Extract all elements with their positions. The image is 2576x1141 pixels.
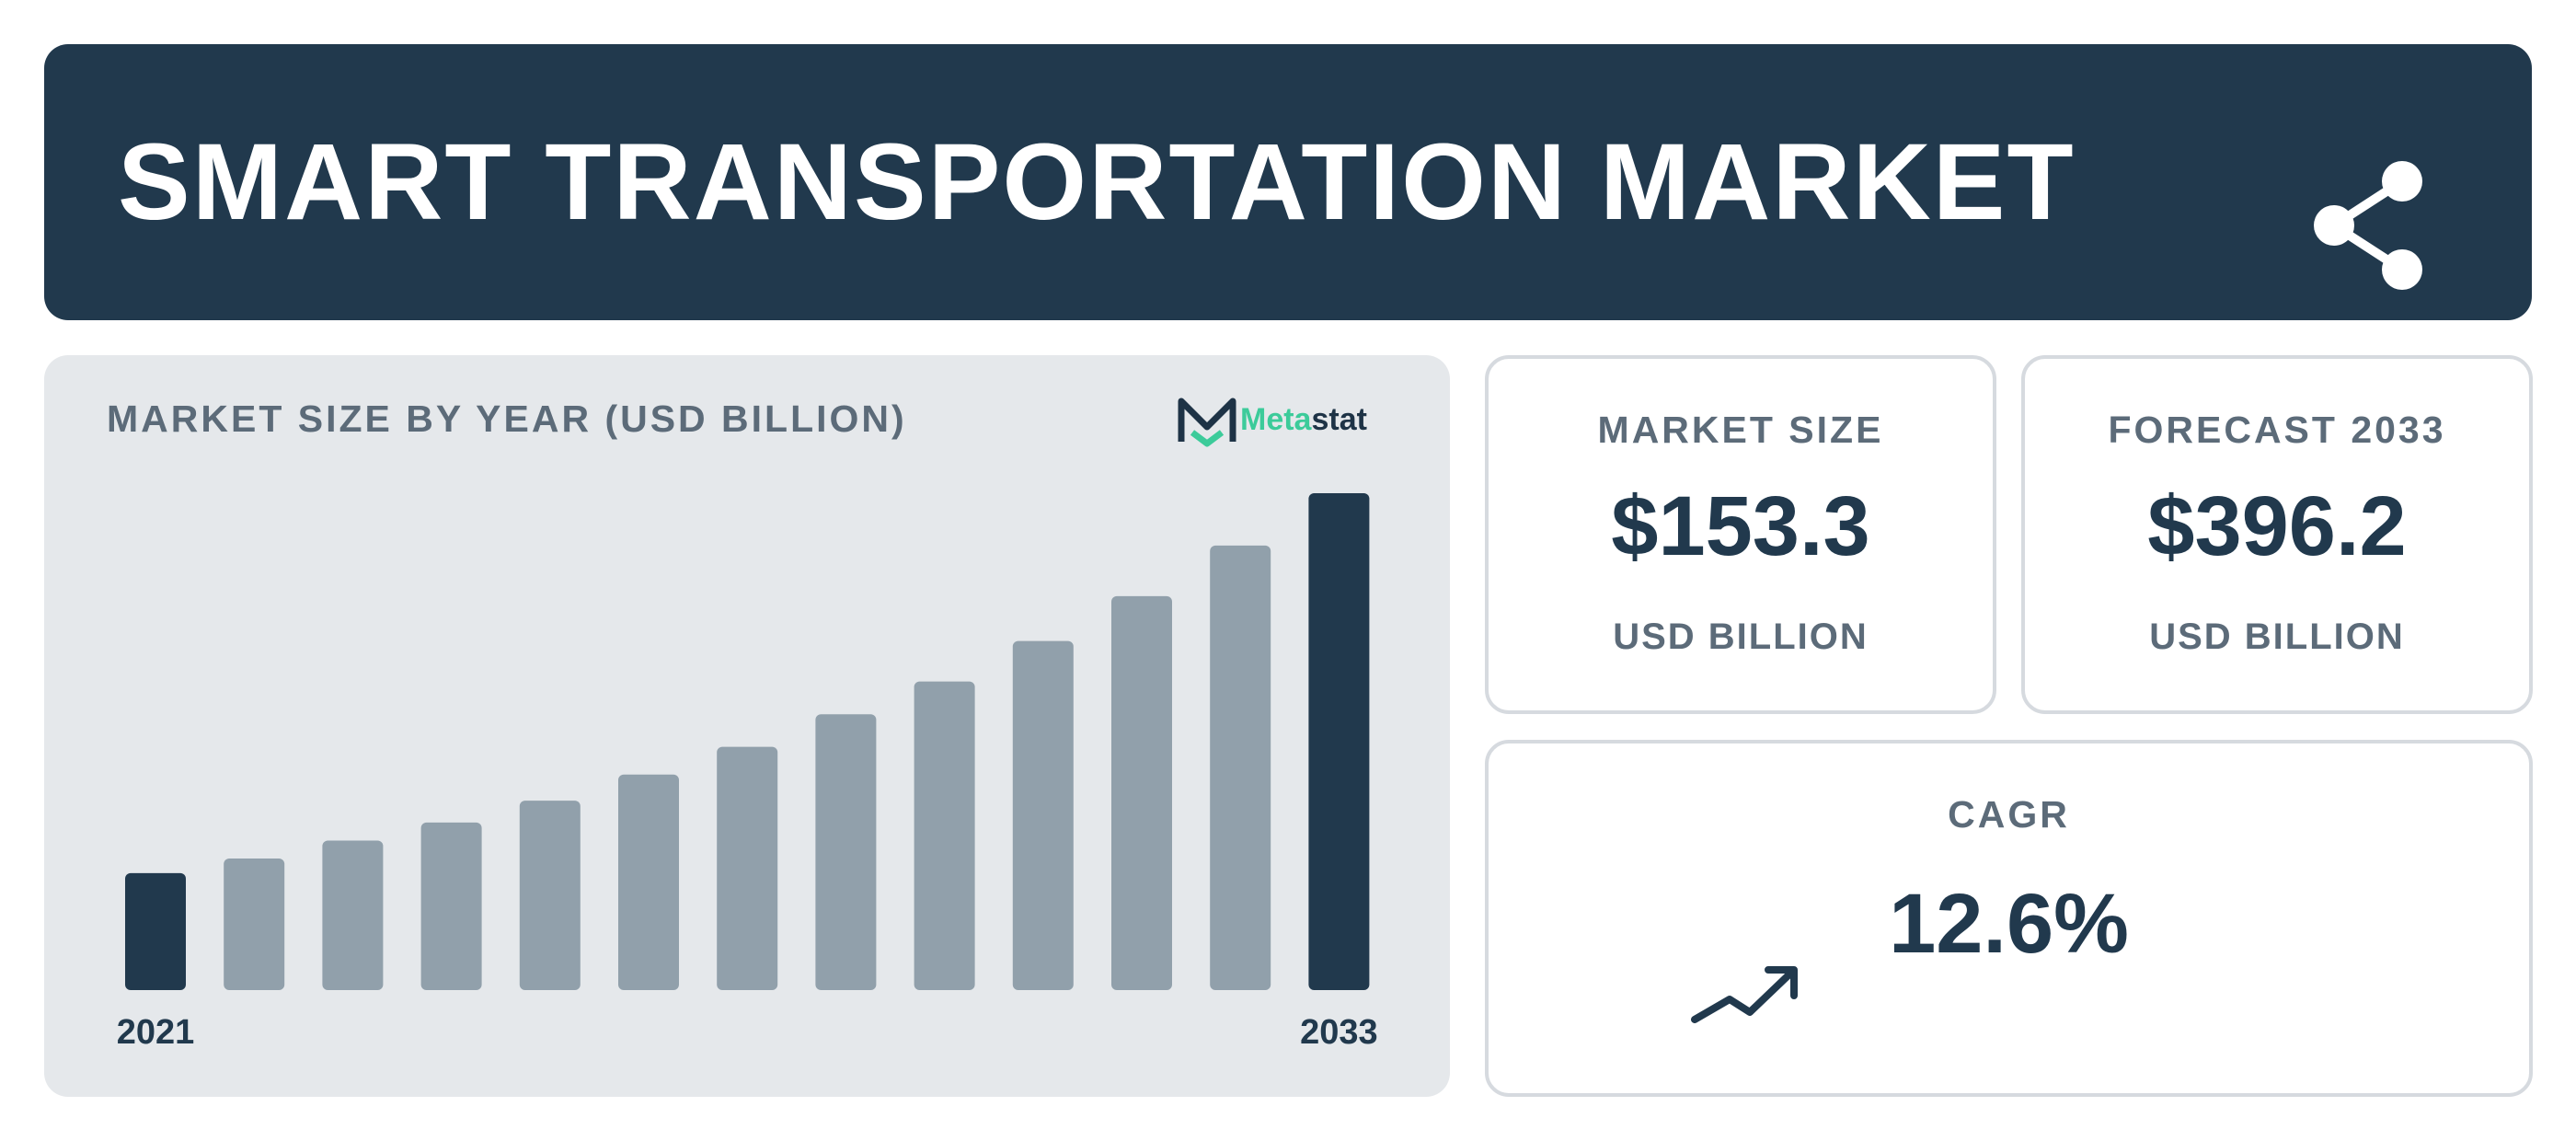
bar-2023 [322, 840, 384, 990]
forecast-card: FORECAST 2033 $396.2 USD BILLION [2021, 355, 2533, 714]
cagr-value: 12.6% [1889, 877, 2129, 971]
market-size-value: $153.3 [1611, 479, 1870, 573]
market-size-card: MARKET SIZE $153.3 USD BILLION [1485, 355, 1996, 714]
x-tick-label-2033: 2033 [1300, 1013, 1378, 1052]
bar-2022 [224, 858, 285, 990]
bar-chart: 2021 2033 [117, 493, 1378, 1052]
page-title: SMART TRANSPORTATION MARKET [118, 121, 2076, 243]
bar-2028 [815, 714, 877, 990]
metastat-logo-icon [1178, 398, 1236, 447]
cagr-label: CAGR [1948, 793, 2070, 836]
forecast-value: $396.2 [2147, 479, 2407, 573]
bar-2031 [1111, 595, 1172, 990]
bar-2032 [1210, 545, 1271, 990]
logo-wordmark: Metastat [1240, 402, 1367, 437]
market-size-label: MARKET SIZE [1597, 409, 1884, 451]
chart-title: MARKET SIZE BY YEAR (USD BILLION) [107, 398, 907, 440]
market-size-chart-panel: MARKET SIZE BY YEAR (USD BILLION) Metast… [44, 355, 1450, 1097]
bar-2030 [1012, 640, 1074, 990]
x-tick-label-2021: 2021 [117, 1013, 195, 1052]
bar-2021 [125, 872, 186, 990]
header-banner: SMART TRANSPORTATION MARKET [44, 44, 2532, 320]
forecast-label: FORECAST 2033 [2108, 409, 2446, 451]
bar-2026 [618, 774, 679, 990]
bar-2029 [914, 681, 975, 990]
bar-2024 [420, 822, 482, 990]
bar-2033 [1308, 493, 1370, 990]
market-size-unit: USD BILLION [1613, 617, 1869, 657]
metastat-logo: Metastat [1178, 396, 1408, 451]
trend-up-icon [1691, 966, 1798, 1023]
bar-2027 [717, 746, 778, 990]
cagr-card: CAGR 12.6% [1485, 740, 2533, 1097]
bar-2025 [519, 801, 581, 990]
share-icon[interactable] [2312, 161, 2441, 290]
forecast-unit: USD BILLION [2149, 617, 2405, 657]
